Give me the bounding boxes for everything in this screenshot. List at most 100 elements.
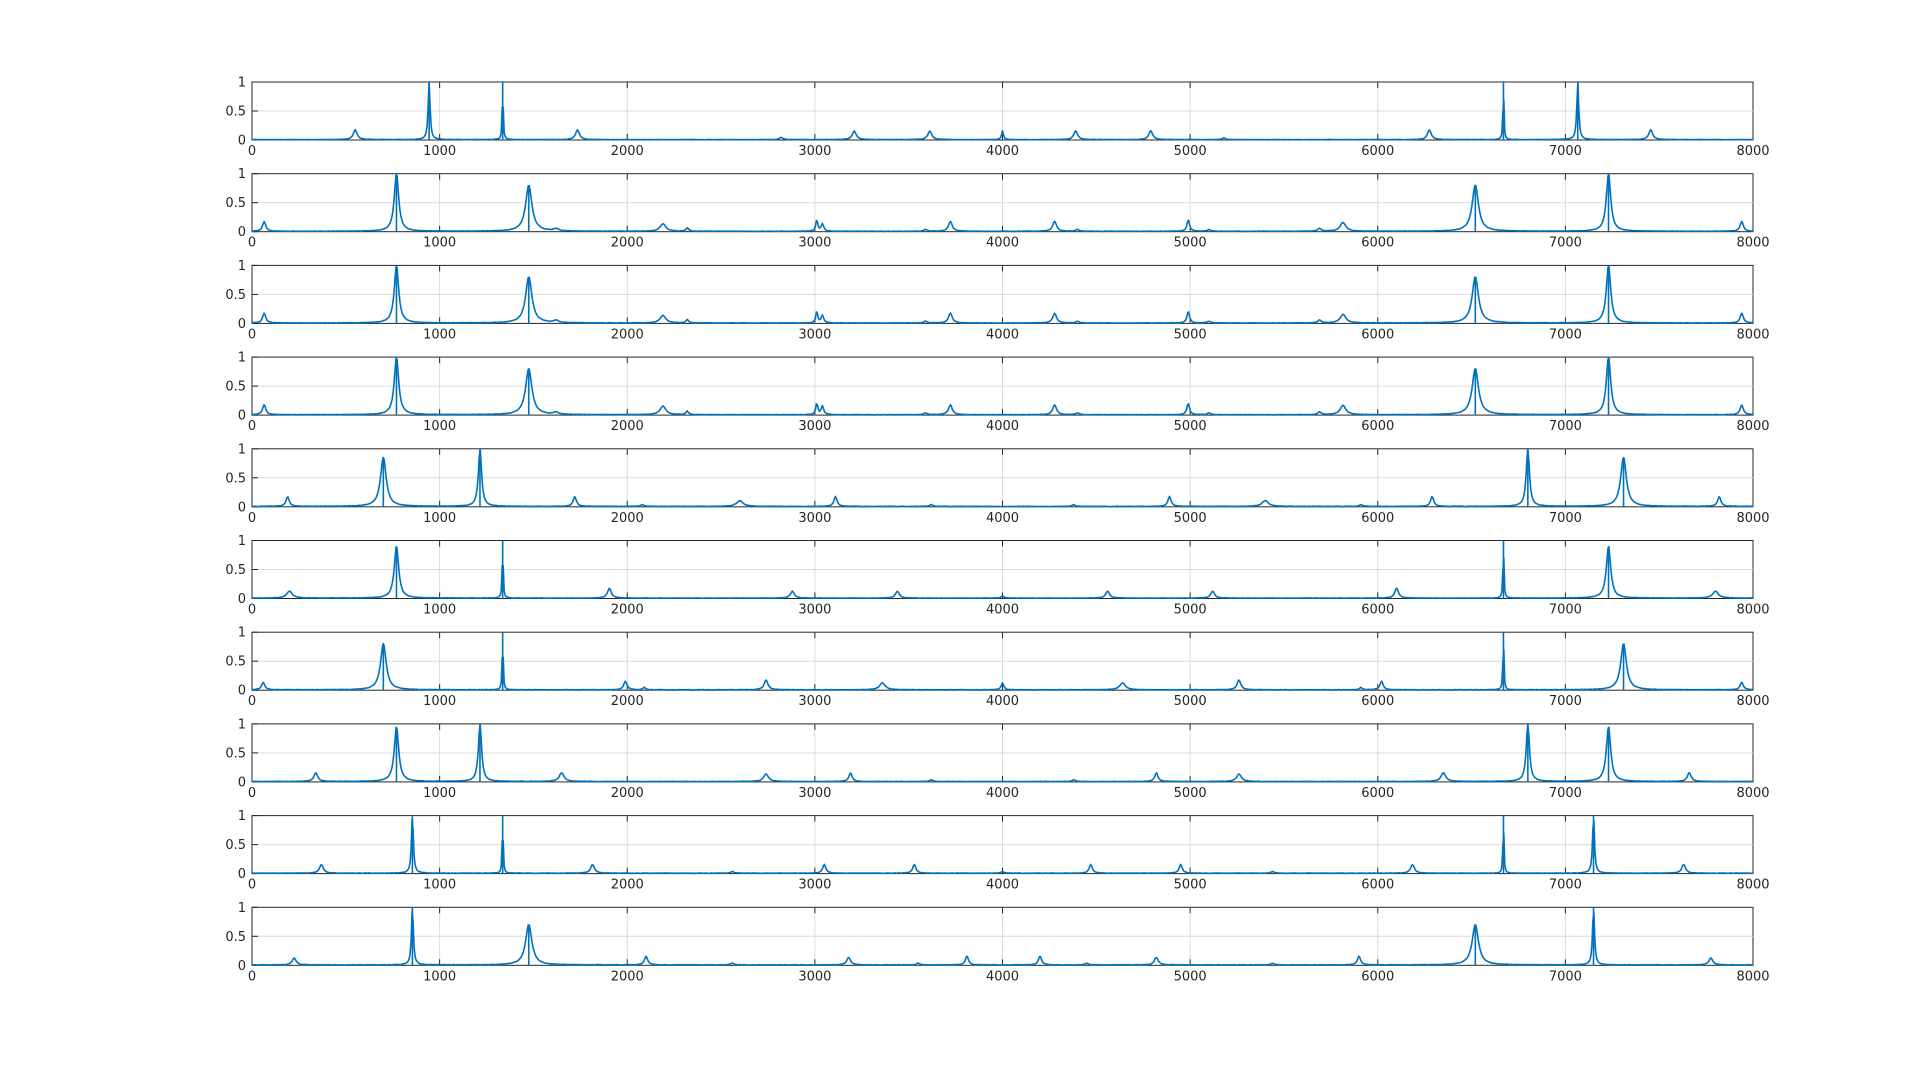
x-tick-label: 3000	[798, 419, 831, 434]
x-tick-label: 8000	[1736, 236, 1769, 251]
y-tick-label: 1	[238, 351, 246, 366]
x-tick-label: 2000	[611, 327, 644, 342]
spectrum-line	[251, 910, 1754, 966]
x-tick-label: 0	[248, 878, 256, 893]
spectrum-line	[251, 265, 1754, 324]
x-tick-label: 5000	[1174, 878, 1207, 893]
x-tick-label: 5000	[1174, 786, 1207, 801]
x-tick-label: 2000	[611, 603, 644, 618]
x-tick-label: 6000	[1361, 878, 1394, 893]
subplot-4: 0 1000 2000 3000 4000 5000 6000 7000 8000 0 0.5 1	[225, 351, 1769, 435]
x-tick-label: 1000	[423, 878, 456, 893]
x-tick-label: 1000	[423, 144, 456, 159]
x-tick-label: 4000	[986, 694, 1019, 709]
x-tick-label: 4000	[986, 327, 1019, 342]
x-tick-label: 3000	[798, 786, 831, 801]
x-tick-label: 4000	[986, 786, 1019, 801]
spectrum-line	[251, 723, 1753, 783]
y-tick-label: 0.5	[225, 838, 246, 853]
x-tick-label: 8000	[1736, 511, 1769, 526]
y-tick-label: 0.5	[225, 471, 246, 486]
y-tick-label: 0	[238, 592, 246, 607]
x-tick-label: 7000	[1549, 327, 1582, 342]
x-tick-label: 3000	[798, 603, 831, 618]
x-tick-label: 5000	[1174, 969, 1207, 984]
x-tick-label: 6000	[1361, 419, 1394, 434]
x-tick-label: 6000	[1361, 786, 1394, 801]
y-tick-label: 0.5	[225, 105, 246, 120]
spectrum-line	[251, 173, 1754, 233]
y-tick-label: 1	[238, 167, 246, 182]
y-tick-label: 0.5	[225, 655, 246, 670]
x-tick-label: 8000	[1736, 327, 1769, 342]
x-tick-label: 3000	[798, 236, 831, 251]
x-tick-label: 4000	[986, 236, 1019, 251]
x-tick-label: 2000	[611, 511, 644, 526]
y-tick-label: 1	[238, 76, 246, 91]
x-tick-label: 4000	[986, 511, 1019, 526]
x-tick-label: 5000	[1174, 419, 1207, 434]
x-tick-label: 7000	[1549, 694, 1582, 709]
y-tick-label: 0.5	[225, 930, 246, 945]
y-tick-label: 1	[238, 259, 246, 274]
x-tick-label: 6000	[1361, 511, 1394, 526]
x-tick-label: 0	[248, 236, 256, 251]
x-tick-label: 8000	[1736, 786, 1769, 801]
x-tick-label: 7000	[1549, 236, 1582, 251]
x-tick-label: 6000	[1361, 144, 1394, 159]
x-tick-label: 6000	[1361, 694, 1394, 709]
x-tick-label: 4000	[986, 144, 1019, 159]
x-tick-label: 3000	[798, 511, 831, 526]
y-tick-label: 0	[238, 684, 246, 699]
x-tick-label: 6000	[1361, 327, 1394, 342]
x-tick-label: 5000	[1174, 236, 1207, 251]
y-tick-label: 0	[238, 409, 246, 424]
x-tick-label: 8000	[1736, 969, 1769, 984]
x-tick-label: 5000	[1174, 603, 1207, 618]
x-tick-label: 1000	[423, 603, 456, 618]
y-tick-label: 0.5	[225, 746, 246, 761]
x-tick-label: 2000	[611, 969, 644, 984]
x-tick-label: 0	[248, 786, 256, 801]
x-tick-label: 2000	[611, 786, 644, 801]
x-tick-label: 2000	[611, 236, 644, 251]
x-tick-label: 7000	[1549, 419, 1582, 434]
x-tick-label: 8000	[1736, 144, 1769, 159]
x-tick-label: 7000	[1549, 786, 1582, 801]
x-tick-label: 1000	[423, 786, 456, 801]
x-tick-label: 0	[248, 603, 256, 618]
x-tick-label: 5000	[1174, 144, 1207, 159]
x-tick-label: 0	[248, 511, 256, 526]
x-tick-label: 0	[248, 144, 256, 159]
y-tick-label: 0	[238, 317, 246, 332]
y-tick-label: 0.5	[225, 380, 246, 395]
x-tick-label: 1000	[423, 327, 456, 342]
x-tick-label: 6000	[1361, 603, 1394, 618]
subplot-10: 0 1000 2000 3000 4000 5000 6000 7000 8000 0 0.5 1	[225, 901, 1769, 985]
x-tick-label: 1000	[423, 969, 456, 984]
x-tick-label: 3000	[798, 327, 831, 342]
x-tick-label: 1000	[423, 694, 456, 709]
x-tick-label: 7000	[1549, 144, 1582, 159]
y-tick-label: 0.5	[225, 196, 246, 211]
x-tick-label: 4000	[986, 603, 1019, 618]
x-tick-label: 5000	[1174, 694, 1207, 709]
subplot-5: 0 1000 2000 3000 4000 5000 6000 7000 8000 0 0.5 1	[225, 442, 1769, 526]
x-tick-label: 2000	[611, 694, 644, 709]
x-tick-label: 1000	[423, 419, 456, 434]
y-tick-label: 0.5	[225, 288, 246, 303]
x-tick-label: 6000	[1361, 236, 1394, 251]
x-tick-label: 4000	[986, 419, 1019, 434]
x-tick-label: 7000	[1549, 603, 1582, 618]
x-tick-label: 7000	[1549, 511, 1582, 526]
y-tick-label: 1	[238, 626, 246, 641]
spectrum-line	[251, 448, 1754, 508]
subplot-9: 0 1000 2000 3000 4000 5000 6000 7000 8000 0 0.5 1	[225, 809, 1769, 893]
x-tick-label: 7000	[1549, 969, 1582, 984]
subplot-7: 0 1000 2000 3000 4000 5000 6000 7000 8000 0 0.5 1	[225, 626, 1769, 710]
y-tick-label: 1	[238, 901, 246, 916]
y-tick-label: 0	[238, 134, 246, 149]
x-tick-label: 3000	[798, 969, 831, 984]
subplot-1: 0 1000 2000 3000 4000 5000 6000 7000 8000 0 0.5 1	[225, 76, 1769, 160]
